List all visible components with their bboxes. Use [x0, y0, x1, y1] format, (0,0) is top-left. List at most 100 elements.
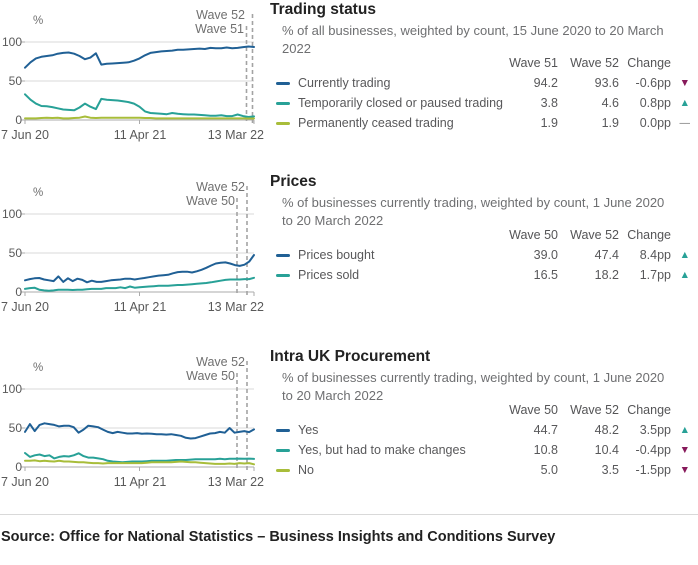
- table-row: Prices bought 39.0 47.4 8.4pp ▲: [276, 245, 692, 265]
- source-attribution: Source: Office for National Statistics –…: [1, 529, 556, 545]
- table-row: Yes 44.7 48.2 3.5pp ▲: [276, 420, 692, 440]
- x-tick-start: 7 Jun 20: [1, 128, 49, 142]
- column-header-change: Change: [627, 402, 671, 417]
- trading-status-table: Wave 51 Wave 52 Change Currently trading…: [276, 52, 692, 133]
- column-header-change: Change: [627, 55, 671, 70]
- wave1-value: 94.2: [533, 76, 558, 90]
- series-label: Yes, but had to make changes: [298, 443, 466, 457]
- wave2-value: 3.5: [601, 463, 619, 477]
- chart-title: Trading status: [270, 1, 376, 18]
- footer-divider: [0, 514, 698, 515]
- series-color-swatch: [276, 101, 290, 105]
- column-header-wave1: Wave 50: [509, 402, 558, 417]
- legend-item: Prices bought: [276, 248, 496, 262]
- table-row: Permanently ceased trading 1.9 1.9 0.0pp…: [276, 113, 692, 133]
- section-trading-status: % 100 50 0 7 Jun 20 11 Apr 21 13 Mar 22 …: [0, 0, 698, 168]
- table-row: Yes, but had to make changes 10.8 10.4 -…: [276, 440, 692, 460]
- column-header-change: Change: [627, 227, 671, 242]
- wave1-value: 10.8: [533, 443, 558, 457]
- series-color-swatch: [276, 273, 290, 277]
- change-value: 0.0pp: [639, 116, 671, 130]
- x-tick-end: 13 Mar 22: [207, 300, 264, 314]
- trading-status-plot: [21, 14, 255, 124]
- y-tick-100: 100: [1, 207, 22, 221]
- y-tick-50: 50: [8, 74, 22, 88]
- x-tick-mid: 11 Apr 21: [113, 300, 167, 314]
- series-color-swatch: [276, 448, 290, 452]
- chart-title: Prices: [270, 173, 317, 190]
- legend-item: Currently trading: [276, 76, 496, 90]
- table-header-row: Wave 51 Wave 52 Change: [276, 52, 692, 73]
- trading-status-info: Trading status % of all businesses, weig…: [270, 0, 694, 160]
- column-header-wave1: Wave 50: [509, 227, 558, 242]
- wave1-value: 39.0: [533, 248, 558, 262]
- x-tick-mid: 11 Apr 21: [113, 475, 167, 489]
- wave-52-label: Wave 52: [196, 180, 245, 194]
- x-tick-start: 7 Jun 20: [1, 475, 49, 489]
- change-direction-icon: ▲: [679, 269, 690, 281]
- change-direction-icon: ▼: [679, 444, 690, 456]
- wave2-value: 48.2: [594, 423, 619, 437]
- wave1-value: 5.0: [540, 463, 558, 477]
- series-label: Prices sold: [298, 268, 360, 282]
- y-axis-unit-label: %: [33, 187, 44, 199]
- y-axis-unit-label: %: [33, 362, 44, 374]
- wave-50-label: Wave 50: [186, 369, 235, 383]
- prices-info: Prices % of businesses currently trading…: [270, 172, 694, 332]
- series-label: No: [298, 463, 314, 477]
- y-axis-unit-label: %: [33, 15, 44, 27]
- y-tick-0: 0: [15, 460, 22, 474]
- intra-uk-procurement-table: Wave 50 Wave 52 Change Yes 44.7 48.2 3.5…: [276, 399, 692, 480]
- y-tick-0: 0: [15, 113, 22, 127]
- change-value: -1.5pp: [635, 463, 671, 477]
- series-color-swatch: [276, 81, 290, 85]
- y-tick-50: 50: [8, 421, 22, 435]
- chart-subtitle: % of all businesses, weighted by count, …: [282, 23, 664, 56]
- change-direction-icon: ▲: [679, 249, 690, 261]
- change-direction-icon: —: [679, 117, 691, 129]
- wave-50-label: Wave 50: [186, 194, 235, 208]
- change-value: -0.6pp: [635, 76, 671, 90]
- change-direction-icon: ▼: [679, 77, 690, 89]
- wave2-value: 47.4: [594, 248, 619, 262]
- table-header-row: Wave 50 Wave 52 Change: [276, 399, 692, 420]
- series-label: Prices bought: [298, 248, 375, 262]
- legend-item: No: [276, 463, 496, 477]
- wave2-value: 18.2: [594, 268, 619, 282]
- series-color-swatch: [276, 121, 290, 125]
- trading-status-chart: % 100 50 0 7 Jun 20 11 Apr 21 13 Mar 22 …: [0, 0, 266, 152]
- table-row: Prices sold 16.5 18.2 1.7pp ▲: [276, 265, 692, 285]
- prices-table: Wave 50 Wave 52 Change Prices bought 39.…: [276, 224, 692, 285]
- series-label: Yes: [298, 423, 319, 437]
- change-value: 0.8pp: [639, 96, 671, 110]
- y-tick-0: 0: [15, 285, 22, 299]
- x-tick-end: 13 Mar 22: [207, 128, 264, 142]
- wave1-value: 44.7: [533, 423, 558, 437]
- legend-item: Yes: [276, 423, 496, 437]
- change-value: 3.5pp: [639, 423, 671, 437]
- table-row: Currently trading 94.2 93.6 -0.6pp ▼: [276, 73, 692, 93]
- series-label: Permanently ceased trading: [298, 116, 454, 130]
- change-value: 1.7pp: [639, 268, 671, 282]
- change-direction-icon: ▲: [679, 424, 690, 436]
- series-color-swatch: [276, 253, 290, 257]
- legend-item: Yes, but had to make changes: [276, 443, 496, 457]
- intra-uk-procurement-info: Intra UK Procurement % of businesses cur…: [270, 347, 694, 507]
- wave2-value: 1.9: [601, 116, 619, 130]
- change-direction-icon: ▼: [679, 464, 690, 476]
- section-intra-uk-procurement: % 100 50 0 7 Jun 20 11 Apr 21 13 Mar 22 …: [0, 347, 698, 515]
- x-tick-start: 7 Jun 20: [1, 300, 49, 314]
- wave2-value: 10.4: [594, 443, 619, 457]
- intra-uk-procurement-plot: [21, 361, 255, 471]
- y-tick-50: 50: [8, 246, 22, 260]
- table-row: No 5.0 3.5 -1.5pp ▼: [276, 460, 692, 480]
- wave-52-label: Wave 52: [196, 8, 245, 22]
- x-tick-end: 13 Mar 22: [207, 475, 264, 489]
- change-value: 8.4pp: [639, 248, 671, 262]
- chart-subtitle: % of businesses currently trading, weigh…: [282, 370, 665, 403]
- prices-chart: % 100 50 0 7 Jun 20 11 Apr 21 13 Mar 22 …: [0, 172, 266, 324]
- column-header-wave2: Wave 52: [570, 55, 619, 70]
- column-header-wave1: Wave 51: [509, 55, 558, 70]
- column-header-wave2: Wave 52: [570, 402, 619, 417]
